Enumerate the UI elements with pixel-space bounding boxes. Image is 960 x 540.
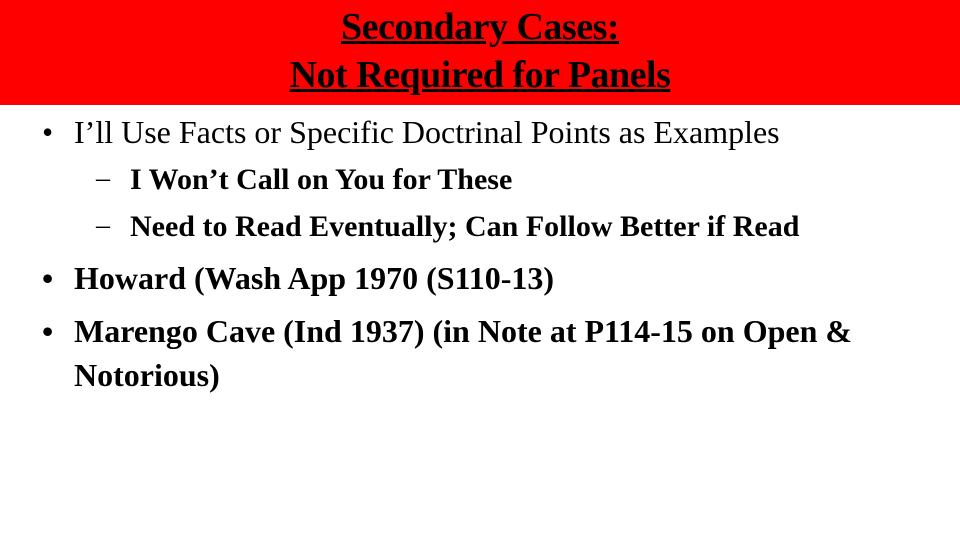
bullet-text: Howard (Wash App 1970 (S110-13) — [74, 260, 554, 296]
slide-content: I’ll Use Facts or Specific Doctrinal Poi… — [0, 105, 960, 397]
sub-bullet-text: I Won’t Call on You for These — [130, 163, 512, 196]
title-line-1: Secondary Cases: — [0, 4, 960, 52]
title-line-2: Not Required for Panels — [0, 52, 960, 100]
bullet-item: Howard (Wash App 1970 (S110-13) — [32, 257, 928, 300]
sub-bullet-item: I Won’t Call on You for These — [74, 160, 928, 201]
bullet-list: I’ll Use Facts or Specific Doctrinal Poi… — [32, 111, 928, 397]
sub-bullet-text: Need to Read Eventually; Can Follow Bett… — [130, 210, 799, 243]
sub-bullet-item: Need to Read Eventually; Can Follow Bett… — [74, 207, 928, 248]
bullet-text: I’ll Use Facts or Specific Doctrinal Poi… — [74, 114, 780, 150]
title-bar: Secondary Cases: Not Required for Panels — [0, 0, 960, 105]
bullet-item: I’ll Use Facts or Specific Doctrinal Poi… — [32, 111, 928, 247]
bullet-text: Marengo Cave (Ind 1937) (in Note at P114… — [74, 313, 852, 392]
sub-bullet-list: I Won’t Call on You for These Need to Re… — [74, 160, 928, 247]
bullet-item: Marengo Cave (Ind 1937) (in Note at P114… — [32, 310, 928, 396]
